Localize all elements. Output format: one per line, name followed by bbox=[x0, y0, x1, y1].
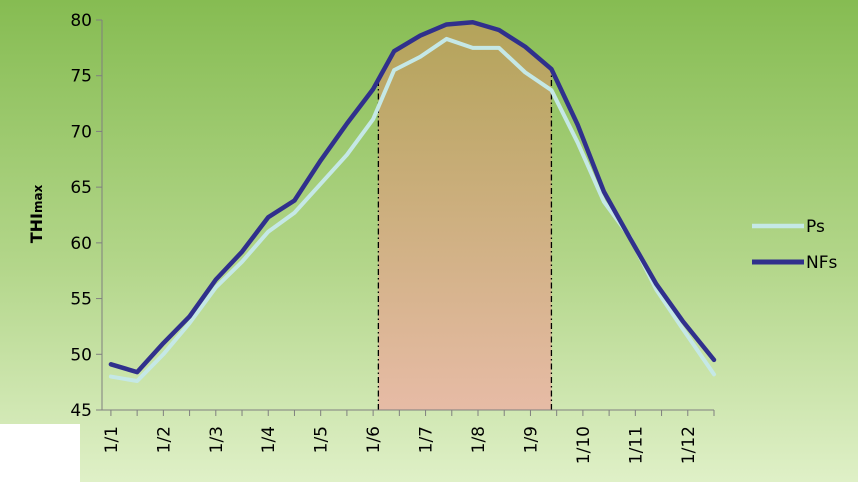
x-tick-label: 1/6 bbox=[364, 426, 384, 453]
x-tick-label: 1/2 bbox=[154, 426, 174, 453]
y-tick-label: 45 bbox=[70, 401, 92, 421]
x-tick-label: 1/12 bbox=[679, 426, 699, 464]
y-axis-label-sub: max bbox=[31, 184, 45, 213]
x-tick-label: 1/8 bbox=[469, 426, 489, 453]
x-tick-label: 1/3 bbox=[207, 426, 227, 453]
x-tick-label: 1/7 bbox=[417, 426, 437, 453]
series-line-nfs bbox=[108, 19, 717, 375]
y-axis-label: THImax bbox=[27, 184, 46, 243]
summer-shaded-region bbox=[378, 22, 552, 410]
y-tick-label: 65 bbox=[70, 178, 92, 198]
series-line-ps bbox=[108, 36, 716, 384]
x-tick-label: 1/4 bbox=[259, 426, 279, 453]
legend-label-ps: Ps bbox=[806, 217, 825, 237]
legend-label-nfs: NFs bbox=[806, 253, 837, 273]
y-tick-label: 70 bbox=[70, 122, 92, 142]
y-tick-label: 80 bbox=[70, 11, 92, 31]
x-tick-label: 1/1 bbox=[102, 426, 122, 453]
x-tick-label: 1/10 bbox=[574, 426, 594, 464]
corner-patch bbox=[0, 424, 80, 482]
y-axis-label-main: THI bbox=[27, 213, 46, 243]
y-tick-label: 60 bbox=[70, 234, 92, 254]
y-tick-label: 55 bbox=[70, 290, 92, 310]
y-tick-label: 50 bbox=[70, 345, 92, 365]
y-tick-label: 75 bbox=[70, 67, 92, 87]
x-tick-label: 1/5 bbox=[312, 426, 332, 453]
x-tick-label: 1/11 bbox=[626, 426, 646, 464]
x-tick-label: 1/9 bbox=[521, 426, 541, 453]
